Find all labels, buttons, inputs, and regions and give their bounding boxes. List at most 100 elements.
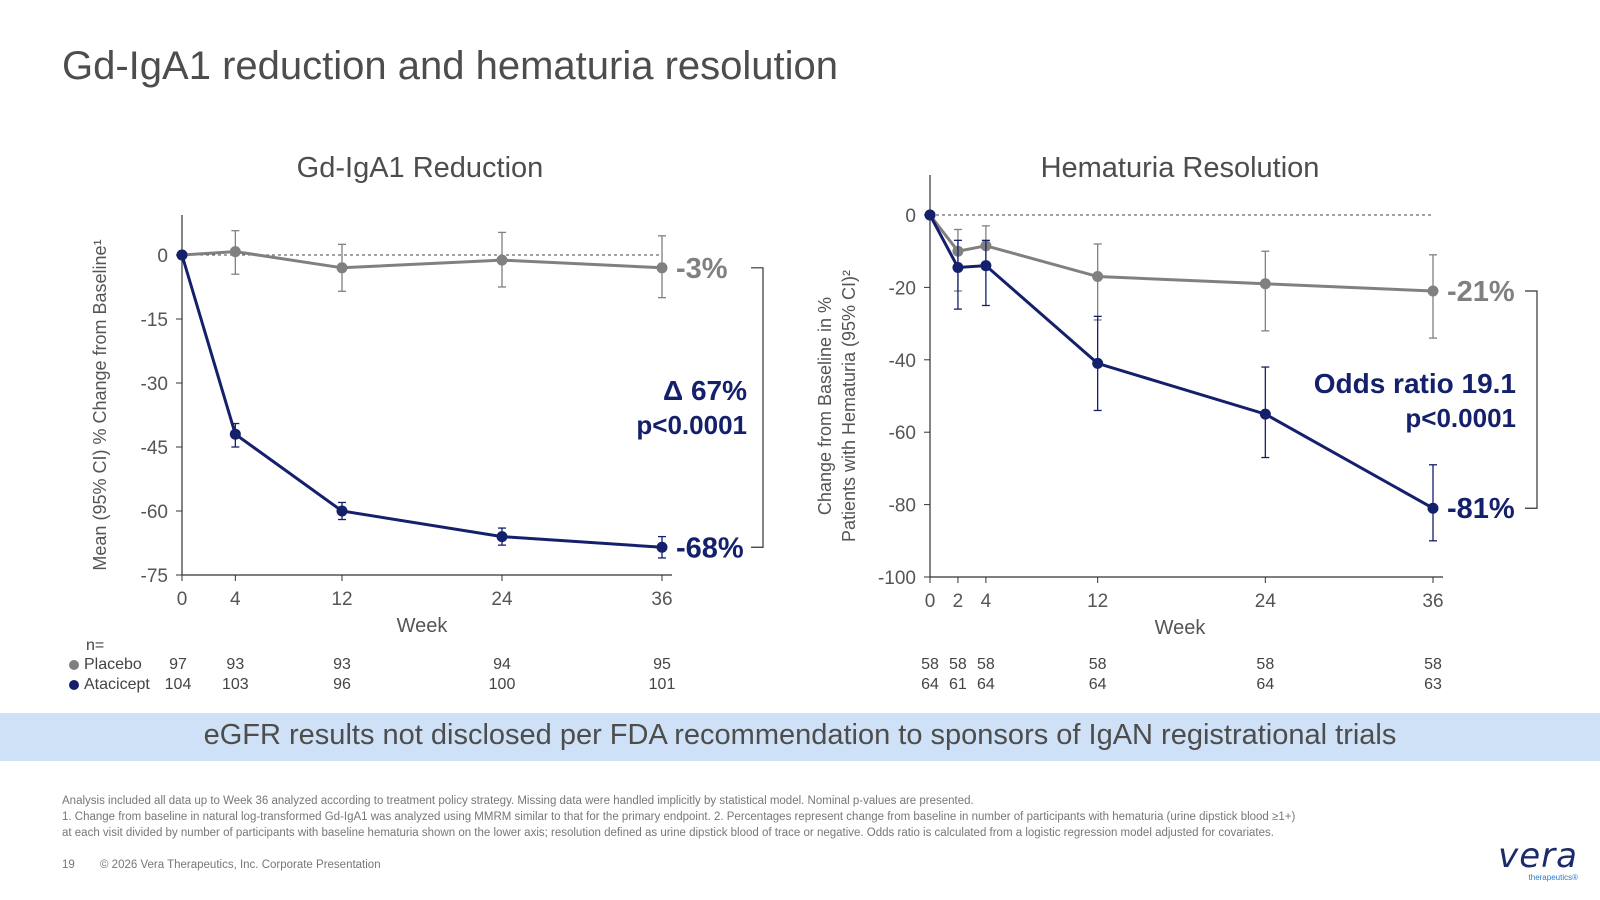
y-tick-label: 0 <box>157 246 168 267</box>
series-line-atacicept <box>180 254 663 549</box>
y-tick-label: -60 <box>889 423 916 444</box>
n-count-cell: 58 <box>1256 656 1275 673</box>
n-count-cell: 103 <box>221 676 249 693</box>
n-row-label-atacicept: Atacicept <box>69 676 150 694</box>
y-tick-label: -45 <box>141 438 168 459</box>
n-count-cell: 93 <box>333 656 351 673</box>
n-count-cell: 64 <box>921 676 939 693</box>
y-axis-label: Change from Baseline in % <box>815 297 835 515</box>
n-row-label: Atacicept <box>84 676 150 693</box>
data-point-atacicept <box>1092 357 1104 369</box>
x-tick-label: 24 <box>491 589 513 610</box>
x-tick-label: 0 <box>177 589 188 610</box>
end-value-label-placebo: -3% <box>676 253 728 285</box>
x-tick-label: 36 <box>651 589 672 610</box>
chart-title-gd-iga1: Gd-IgA1 Reduction <box>296 152 544 184</box>
n-count-cell: 58 <box>1424 656 1442 673</box>
n-count-cell: 58 <box>949 656 967 673</box>
n-count-cell: 97 <box>169 656 187 673</box>
n-count-cell: 101 <box>648 676 676 693</box>
page-number: 19 <box>62 859 75 871</box>
data-point-placebo <box>1259 278 1271 290</box>
chart-title-hematuria: Hematuria Resolution <box>1040 152 1320 184</box>
x-tick-label: 36 <box>1422 591 1443 612</box>
data-point-atacicept <box>1427 502 1439 514</box>
end-value-label-atacicept: -68% <box>676 532 744 564</box>
y-tick-label: -80 <box>889 496 916 517</box>
end-value-label-placebo: -21% <box>1447 276 1515 308</box>
y-tick-label: -100 <box>878 568 916 589</box>
n-count-cell: 64 <box>1088 676 1107 693</box>
y-tick-label: -20 <box>889 278 916 299</box>
logo-wordmark: vera <box>1498 836 1578 876</box>
logo-subtext: therapeutics® <box>1528 873 1578 882</box>
gd-iga1-chart: 0 -15 -30 -45 -60 -75 0 4 12 24 36 Week Mean (95% CI… <box>90 215 764 637</box>
n-row-label-placebo: Placebo <box>69 656 142 674</box>
x-axis-label: Week <box>397 615 449 637</box>
data-point-placebo <box>229 246 241 258</box>
data-point-placebo <box>336 262 348 274</box>
n-count-cell: 104 <box>164 676 192 693</box>
n-count-cell: 61 <box>949 676 967 693</box>
p-value-annotation: p<0.0001 <box>1405 403 1516 433</box>
footnote: Analysis included all data up to Week 36… <box>62 795 974 807</box>
n-count-cell: 100 <box>488 676 516 693</box>
data-point-atacicept <box>336 505 348 517</box>
difference-bracket <box>751 267 764 548</box>
banner-text: eGFR results not disclosed per FDA recom… <box>203 719 1397 751</box>
data-point-atacicept <box>656 541 668 553</box>
footnote: at each visit divided by number of parti… <box>62 827 1274 839</box>
data-point-placebo <box>496 254 508 266</box>
x-axis-label: Week <box>1155 617 1207 639</box>
n-count-cell: 95 <box>653 656 671 673</box>
y-axis-label: Mean (95% CI) % Change from Baseline¹ <box>90 239 110 570</box>
n-count-cell: 64 <box>976 676 995 693</box>
y-tick-label: -75 <box>141 566 168 587</box>
difference-bracket <box>1525 290 1538 509</box>
series-line-atacicept <box>928 214 1434 510</box>
data-point-placebo <box>656 262 668 274</box>
x-tick-label: 4 <box>230 589 241 610</box>
data-point-atacicept <box>496 531 508 543</box>
n-count-cell: 58 <box>1088 656 1107 673</box>
page-title: Gd-IgA1 reduction and hematuria resoluti… <box>62 44 839 88</box>
y-tick-label: -15 <box>141 310 168 331</box>
atacicept-dot-icon <box>69 679 79 690</box>
n-count-cell: 96 <box>333 676 351 693</box>
data-point-placebo <box>1427 285 1439 297</box>
data-point-atacicept <box>952 261 964 273</box>
copyright: © 2026 Vera Therapeutics, Inc. Corporate… <box>100 859 381 871</box>
footnote: 1. Change from baseline in natural log-t… <box>62 811 1296 823</box>
x-tick-label: 2 <box>953 591 964 612</box>
y-tick-label: -40 <box>889 351 916 372</box>
n-count-cell: 94 <box>493 656 511 673</box>
p-value-annotation: p<0.0001 <box>636 410 747 440</box>
n-count-cell: 58 <box>976 656 995 673</box>
n-count-cell: 58 <box>921 656 939 673</box>
x-tick-label: 4 <box>981 591 992 612</box>
series-line-placebo <box>181 250 663 270</box>
data-point-atacicept <box>229 428 241 440</box>
y-axis-label: Patients with Hematuria (95% CI)² <box>839 270 859 542</box>
data-point-placebo <box>1092 271 1104 283</box>
data-point-atacicept <box>176 249 188 261</box>
n-header: n= <box>86 637 105 654</box>
y-tick-label: -60 <box>141 502 168 523</box>
end-value-label-atacicept: -81% <box>1447 493 1515 525</box>
n-count-cell: 63 <box>1424 676 1442 693</box>
x-tick-label: 0 <box>925 591 936 612</box>
series-line-placebo <box>928 214 1434 293</box>
effect-annotation: Δ 67% <box>663 375 747 406</box>
x-tick-label: 24 <box>1255 591 1277 612</box>
banner: eGFR results not disclosed per FDA recom… <box>0 713 1600 761</box>
data-point-atacicept <box>1259 408 1271 420</box>
y-tick-label: 0 <box>905 206 916 227</box>
n-count-cell: 93 <box>226 656 245 673</box>
n-count-cell: 64 <box>1256 676 1275 693</box>
effect-annotation: Odds ratio 19.1 <box>1314 368 1516 399</box>
y-tick-label: -30 <box>141 374 168 395</box>
x-tick-label: 12 <box>1087 591 1108 612</box>
placebo-dot-icon <box>69 659 79 670</box>
vera-logo: vera therapeutics® <box>1498 839 1578 882</box>
